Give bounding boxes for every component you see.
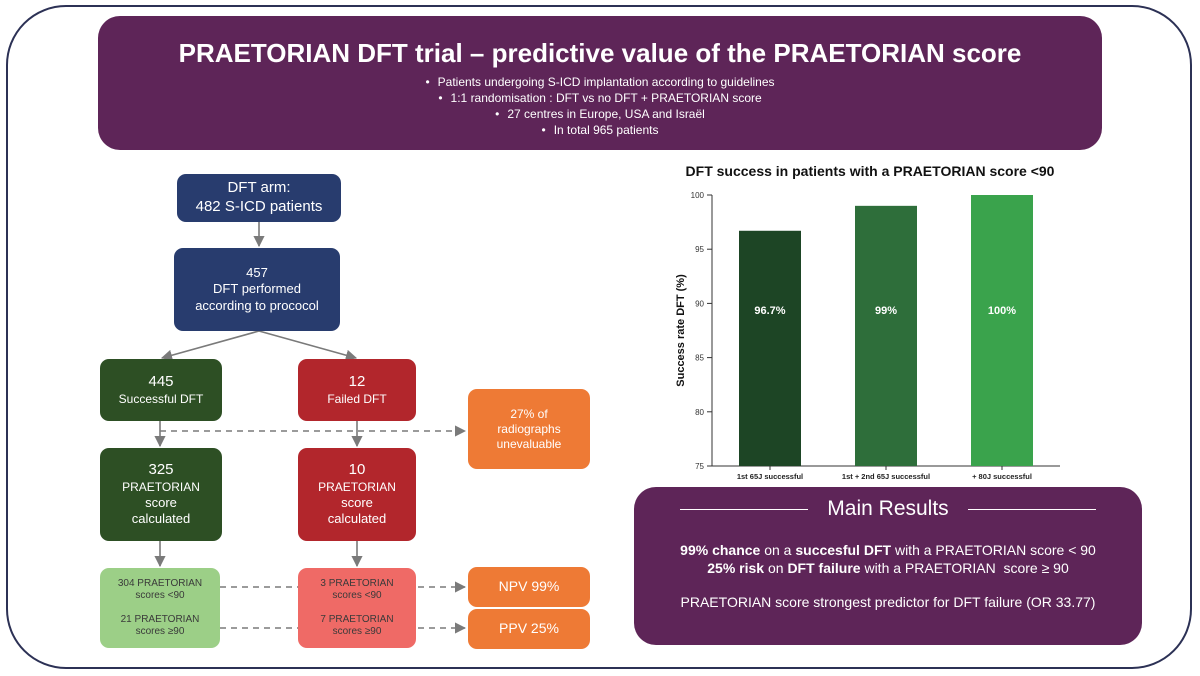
results-title: Main Results bbox=[827, 497, 949, 520]
result-2-bold-a: 25% risk bbox=[707, 560, 765, 576]
score-failed-box: 10 PRAETORIAN score calculated bbox=[298, 448, 416, 541]
successful-dft-count: 445 bbox=[148, 373, 174, 391]
successful-dft-label: Successful DFT bbox=[118, 391, 204, 406]
y-tick-label: 85 bbox=[695, 354, 704, 363]
successful-dft-box: 445 Successful DFT bbox=[100, 359, 222, 421]
fail-ge90-group: 7 PRAETORIAN scores ≥90 bbox=[320, 614, 393, 639]
bullet-item: 1:1 randomisation : DFT vs no DFT + PRAE… bbox=[98, 90, 1102, 106]
result-1-mid: on a bbox=[760, 542, 796, 558]
score-success-count: 325 bbox=[148, 461, 174, 479]
unevaluable-line3: unevaluable bbox=[496, 436, 562, 451]
results-title-rule-right bbox=[968, 509, 1096, 510]
trial-bullets: Patients undergoing S-ICD implantation a… bbox=[98, 74, 1102, 138]
dft-arm-box: DFT arm: 482 S-ICD patients bbox=[177, 174, 341, 222]
ppv-box: PPV 25% bbox=[468, 609, 590, 649]
ppv-label: PPV 25% bbox=[499, 620, 559, 637]
y-tick-label: 100 bbox=[691, 191, 705, 200]
score-failed-count: 10 bbox=[348, 461, 366, 479]
x-tick-label: 1st 65J successful bbox=[737, 472, 803, 481]
dft-performed-box: 457 DFT performed according to prococol bbox=[174, 248, 340, 331]
chart-title: DFT success in patients with a PRAETORIA… bbox=[685, 163, 1055, 179]
bullet-item: 27 centres in Europe, USA and Israël bbox=[98, 106, 1102, 122]
results-title-rule-left bbox=[680, 509, 808, 510]
score-failed-line1: PRAETORIAN bbox=[318, 480, 396, 495]
succ-ge90-group: 21 PRAETORIAN scores ≥90 bbox=[121, 614, 200, 639]
y-tick-label: 80 bbox=[695, 408, 704, 417]
succ-ge90-line1: 21 PRAETORIAN bbox=[120, 613, 200, 625]
result-1-bold-a: 99% chance bbox=[680, 542, 761, 558]
npv-label: NPV 99% bbox=[498, 578, 560, 595]
succ-lt90-group: 304 PRAETORIAN scores <90 bbox=[118, 578, 202, 603]
x-tick-label: 1st + 2nd 65J successful bbox=[842, 472, 930, 481]
score-success-box: 325 PRAETORIAN score calculated bbox=[100, 448, 222, 541]
y-tick-label: 90 bbox=[695, 299, 704, 308]
score-success-line2: score bbox=[145, 495, 177, 511]
bullet-item: In total 965 patients bbox=[98, 122, 1102, 138]
header-banner: PRAETORIAN DFT trial – predictive value … bbox=[98, 16, 1102, 150]
score-failed-line3: calculated bbox=[327, 511, 387, 527]
results-title-row: Main Results bbox=[634, 495, 1142, 523]
bullet-item: Patients undergoing S-ICD implantation a… bbox=[98, 74, 1102, 90]
y-tick-label: 95 bbox=[695, 245, 704, 254]
result-line-2: 25% risk on DFT failure with a PRAETORIA… bbox=[634, 559, 1142, 577]
bar-1 bbox=[739, 230, 801, 466]
result-1-bold-b: succesful DFT bbox=[795, 542, 892, 558]
dft-performed-line1: DFT performed bbox=[213, 281, 301, 297]
failed-dft-box: 12 Failed DFT bbox=[298, 359, 416, 421]
fail-lt90-group: 3 PRAETORIAN scores <90 bbox=[320, 578, 393, 603]
unevaluable-box: 27% of radiographs unevaluable bbox=[468, 389, 590, 469]
result-2-mid: on bbox=[764, 560, 788, 576]
failed-dft-count: 12 bbox=[348, 373, 366, 391]
unevaluable-line2: radiographs bbox=[497, 421, 561, 436]
slide-frame bbox=[6, 5, 1192, 669]
fail-lt90-line1: 3 PRAETORIAN bbox=[320, 577, 394, 589]
score-failed-line2: score bbox=[341, 495, 373, 511]
dft-performed-line2: according to prococol bbox=[195, 297, 319, 313]
dft-success-chart: 75 80 85 90 95 100 Success rate DFT (%) 96.7% 1s… bbox=[675, 191, 1060, 481]
page-title: PRAETORIAN DFT trial – predictive value … bbox=[178, 38, 1022, 68]
result-2-bold-b: DFT failure bbox=[787, 560, 861, 576]
failed-dft-label: Failed DFT bbox=[327, 391, 387, 406]
bar-3 bbox=[971, 195, 1033, 466]
bar-data-label: 100% bbox=[988, 305, 1016, 317]
succ-lt90-line2: scores <90 bbox=[135, 590, 185, 601]
score-success-line1: PRAETORIAN bbox=[122, 480, 200, 495]
dft-performed-count: 457 bbox=[246, 265, 268, 281]
result-line-1: 99% chance on a succesful DFT with a PRA… bbox=[634, 541, 1142, 559]
result-2-end: with a PRAETORIAN score ≥ 90 bbox=[860, 560, 1069, 576]
dft-arm-line2: 482 S-ICD patients bbox=[195, 198, 323, 215]
result-1-end: with a PRAETORIAN score < 90 bbox=[891, 542, 1096, 558]
fail-lt90-line2: scores <90 bbox=[332, 590, 382, 601]
succ-lt90-line1: 304 PRAETORIAN bbox=[117, 577, 203, 589]
bar-2 bbox=[855, 205, 917, 466]
npv-box: NPV 99% bbox=[468, 567, 590, 607]
fail-ge90-line1: 7 PRAETORIAN bbox=[320, 613, 394, 625]
unevaluable-line1: 27% of bbox=[510, 406, 548, 421]
succ-ge90-line2: scores ≥90 bbox=[135, 626, 185, 637]
bar-data-label: 96.7% bbox=[754, 305, 785, 317]
score-success-line3: calculated bbox=[131, 511, 191, 527]
y-axis-label: Success rate DFT (%) bbox=[675, 274, 687, 387]
main-results-panel: Main Results 99% chance on a succesful D… bbox=[634, 487, 1142, 645]
y-tick-label: 75 bbox=[695, 462, 704, 471]
success-score-groups-box: 304 PRAETORIAN scores <90 21 PRAETORIAN … bbox=[100, 568, 220, 648]
x-tick-label: + 80J successful bbox=[972, 472, 1032, 481]
failed-score-groups-box: 3 PRAETORIAN scores <90 7 PRAETORIAN sco… bbox=[298, 568, 416, 648]
dft-arm-line1: DFT arm: bbox=[227, 179, 291, 197]
result-line-3: PRAETORIAN score strongest predictor for… bbox=[680, 594, 1096, 610]
bar-data-label: 99% bbox=[875, 305, 897, 317]
fail-ge90-line2: scores ≥90 bbox=[332, 626, 382, 637]
